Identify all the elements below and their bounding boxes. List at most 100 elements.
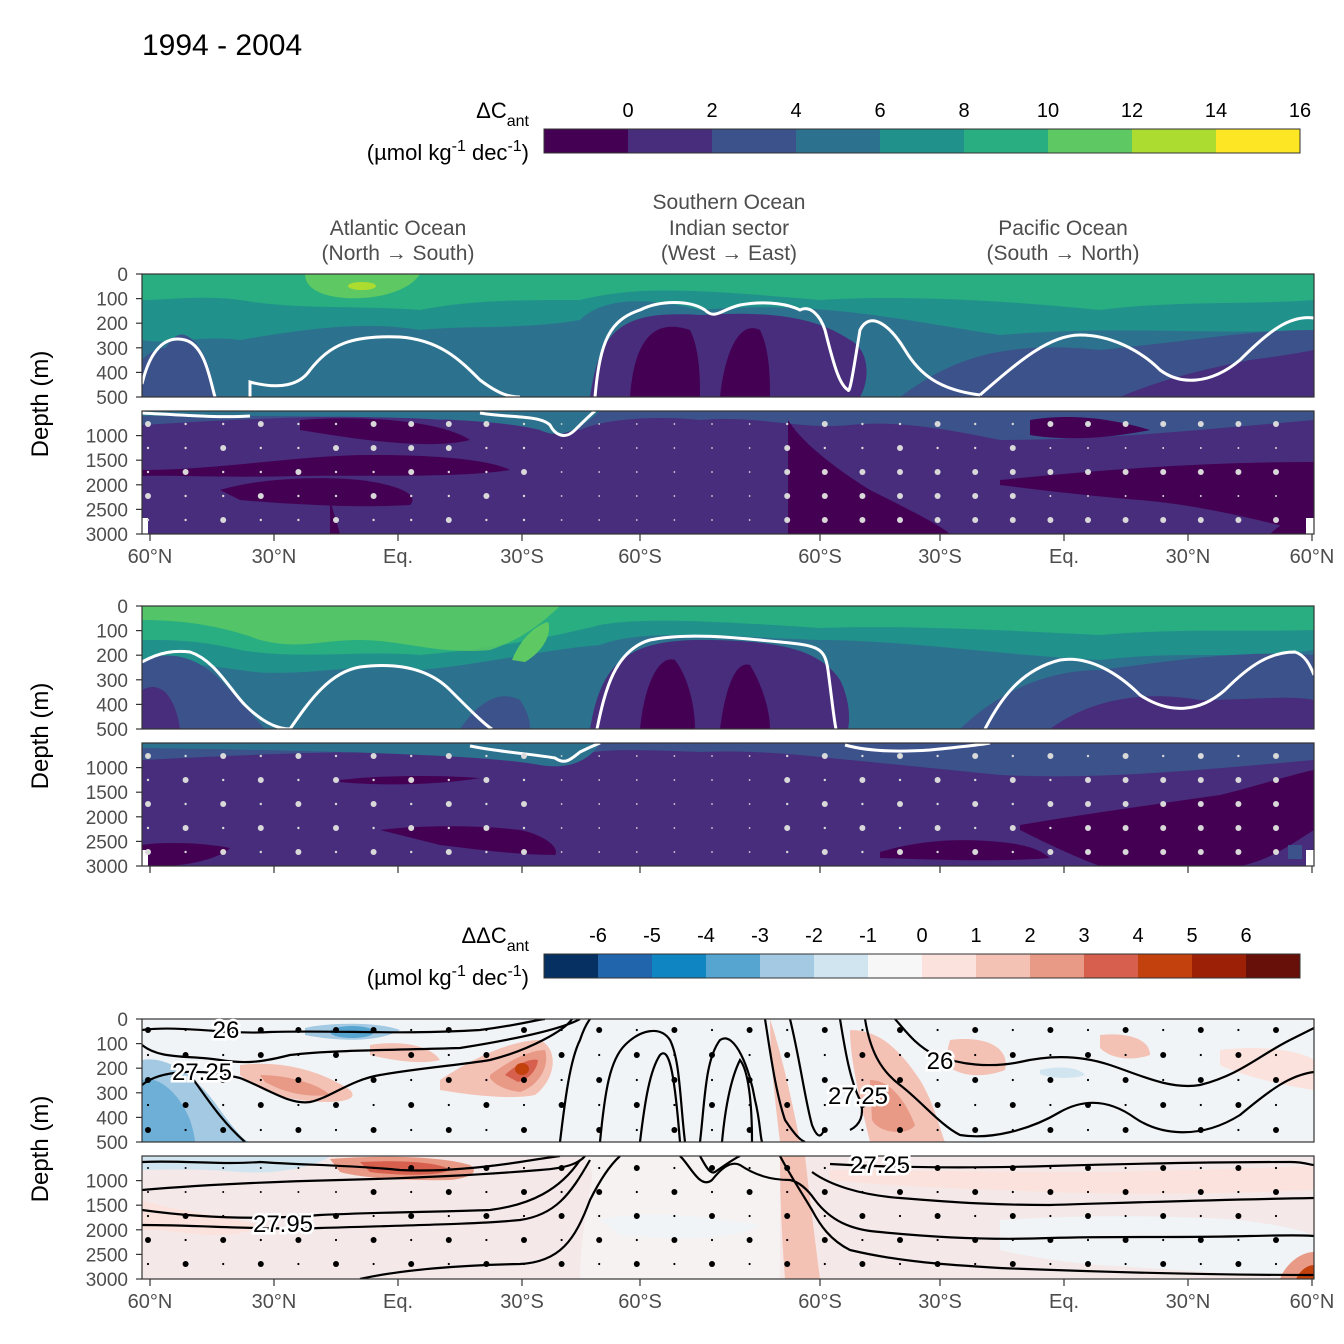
significance-dot [372,1166,375,1170]
significance-dot [861,1190,864,1194]
significance-dot [182,469,189,475]
significance-dot [184,1028,187,1032]
significance-dot [786,754,789,758]
significance-dot [1160,1213,1167,1219]
significance-dot [936,1190,939,1194]
significance-dot [1273,1077,1279,1083]
significance-dot [485,850,488,854]
significance-dot [1011,422,1014,426]
significance-dot [259,518,262,522]
significance-dot [372,518,375,522]
significance-dot [786,1128,789,1132]
significance-dot [1049,1053,1052,1057]
significance-dot [972,1127,979,1133]
significance-dot [1160,777,1167,783]
significance-dot [447,470,450,474]
legend-tick-label: 2 [706,100,717,122]
significance-dot [821,753,828,759]
y-tick-label: 500 [96,720,128,741]
significance-dot [145,1237,151,1243]
significance-dot [633,1261,640,1267]
significance-dot [1009,1052,1016,1058]
significance-dot [934,1261,941,1267]
significance-dot [897,801,903,807]
panel-middle-lower-field [142,743,1314,866]
significance-dot [408,1261,415,1267]
significance-dot [1273,517,1279,523]
significance-dot [748,471,751,473]
significance-dot [897,493,903,499]
significance-dot [295,1127,302,1133]
significance-dot [145,493,151,499]
region-southern-line1: Indian sector [669,217,789,240]
significance-dot [521,469,527,475]
significance-dot [410,754,413,758]
significance-dot [748,519,751,521]
significance-dot [673,803,676,805]
significance-dot [972,517,979,523]
significance-dot [897,1077,903,1083]
significance-dot [1275,447,1277,449]
significance-dot [746,1077,753,1083]
significance-dot [335,1167,337,1169]
y-tick-label: 200 [96,314,128,335]
significance-dot [558,1261,565,1267]
significance-dot [1009,1165,1016,1171]
significance-dot [673,1214,676,1218]
significance-dot [1199,1103,1202,1107]
significance-dot [259,1078,262,1082]
x-tick-label: 60°S [798,1291,842,1313]
x-tick-label: 30°S [500,546,544,568]
legend-tick-label: 4 [1132,925,1143,947]
region-headers: Atlantic Ocean (North → South) Southern … [322,191,1140,265]
legend-tick-label: 2 [1024,925,1035,947]
significance-dot [1122,753,1129,759]
significance-dot [748,851,751,853]
legend-swatch [1246,954,1301,978]
significance-dot [673,1053,676,1057]
significance-dot [410,1128,413,1132]
significance-dot [1235,849,1242,855]
significance-dot [1273,825,1279,831]
significance-dot [1237,1028,1240,1032]
y-tick-label: 300 [96,339,128,360]
significance-dot [222,1191,225,1193]
significance-dot [295,469,302,475]
significance-dot [560,779,563,781]
significance-dot [445,1127,452,1133]
y-axis-label-middle: Depth (m) [27,683,54,790]
significance-dot [1086,1128,1090,1132]
significance-dot [485,1028,488,1032]
significance-dot [333,1213,339,1219]
significance-dot [297,1053,300,1057]
significance-dot [1122,825,1129,831]
significance-dot [635,471,638,473]
significance-dot [370,1077,377,1083]
legend-swatch [544,129,629,153]
significance-dot [596,1189,603,1195]
significance-dot [633,1165,640,1171]
significance-dot [1085,1261,1091,1267]
significance-dot [259,1167,262,1169]
region-atlantic-line2: (North → South) [322,242,475,265]
significance-dot [936,1028,939,1032]
figure-title: 1994 - 2004 [142,29,302,62]
legend-top-ticks: 0 2 4 6 8 10 12 14 16 [622,100,1311,122]
y-tick-label: 0 [117,597,128,618]
significance-dot [483,1052,490,1058]
y-tick-label: 1500 [86,1196,128,1217]
significance-dot [784,445,791,451]
significance-dot [370,445,377,451]
significance-dot [598,755,601,757]
significance-dot [936,802,939,806]
significance-dot [370,1127,377,1133]
significance-dot [1009,1102,1016,1108]
significance-dot [633,1102,640,1108]
significance-dot [1160,1165,1167,1171]
significance-dot [1273,777,1279,783]
region-pacific-line2: (South → North) [987,242,1140,265]
significance-dot [146,778,150,782]
significance-dot [709,1213,715,1219]
significance-dot [445,1027,452,1033]
significance-dot [784,1165,791,1171]
